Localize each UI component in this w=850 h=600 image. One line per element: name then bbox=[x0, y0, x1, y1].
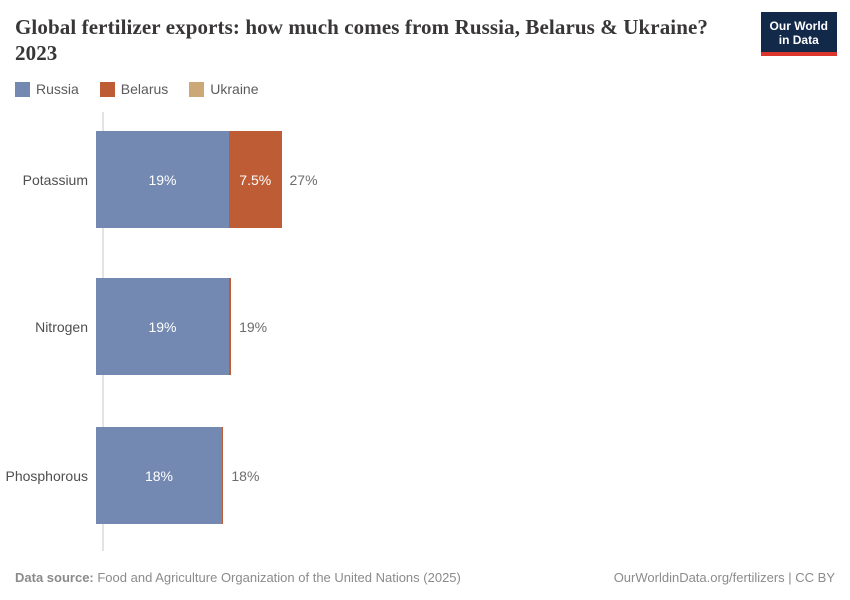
data-source-label: Data source: bbox=[15, 570, 94, 585]
category-label-potassium: Potassium bbox=[22, 171, 88, 188]
category-label-phosphorous: Phosphorous bbox=[5, 467, 88, 484]
legend-item-belarus[interactable]: Belarus bbox=[99, 81, 169, 97]
bar-row-phosphorous: Phosphorous 18% 18% bbox=[0, 427, 850, 524]
bar-segment-russia[interactable]: 19% bbox=[96, 278, 229, 375]
legend-label-ukraine: Ukraine bbox=[210, 81, 259, 97]
bar-value-label: 19% bbox=[148, 171, 177, 188]
legend-label-belarus: Belarus bbox=[120, 81, 169, 97]
chart-title: Global fertilizer exports: how much come… bbox=[15, 15, 709, 66]
bar-segment-russia[interactable]: 18% bbox=[96, 427, 222, 524]
bar-value-label: 18% bbox=[144, 467, 174, 484]
owid-logo-line1: Our World bbox=[769, 19, 828, 33]
owid-logo-line2: in Data bbox=[778, 33, 819, 47]
total-label-nitrogen: 19% bbox=[239, 318, 268, 335]
legend-item-ukraine[interactable]: Ukraine bbox=[189, 81, 259, 97]
legend-item-russia[interactable]: Russia bbox=[15, 81, 79, 97]
bar-row-nitrogen: Nitrogen 19% 19% bbox=[0, 278, 850, 375]
owid-logo[interactable]: Our World in Data bbox=[760, 12, 837, 56]
legend-swatch-russia-icon bbox=[15, 81, 30, 97]
bar-chart: Potassium 19% 7.5% 27% Nitrogen 19% bbox=[0, 112, 850, 552]
footer: Data source: Food and Agriculture Organi… bbox=[15, 570, 835, 585]
bar-segment-belarus[interactable] bbox=[222, 427, 224, 524]
bar-stack-phosphorous: 18% 18% bbox=[96, 427, 259, 524]
bar-value-label: 7.5% bbox=[239, 171, 272, 188]
data-source: Data source: Food and Agriculture Organi… bbox=[15, 570, 461, 585]
category-label-nitrogen: Nitrogen bbox=[35, 318, 88, 335]
legend-swatch-belarus-icon bbox=[99, 81, 115, 97]
legend-swatch-ukraine-icon bbox=[189, 81, 205, 97]
data-source-text: Food and Agriculture Organization of the… bbox=[93, 570, 461, 585]
legend-label-russia: Russia bbox=[36, 81, 79, 97]
chart-legend: Russia Belarus Ukraine bbox=[15, 81, 259, 97]
bar-segment-belarus[interactable]: 7.5% bbox=[229, 131, 282, 228]
bar-stack-nitrogen: 19% 19% bbox=[96, 278, 267, 375]
bar-segment-russia[interactable]: 19% bbox=[96, 131, 229, 228]
total-label-potassium: 27% bbox=[289, 171, 318, 188]
bar-segment-belarus[interactable] bbox=[229, 278, 232, 375]
total-label-phosphorous: 18% bbox=[231, 467, 260, 484]
bar-stack-potassium: 19% 7.5% 27% bbox=[96, 131, 318, 228]
bar-row-potassium: Potassium 19% 7.5% 27% bbox=[0, 131, 850, 228]
bar-value-label: 19% bbox=[148, 318, 177, 335]
credit-link[interactable]: OurWorldinData.org/fertilizers | CC BY bbox=[613, 570, 835, 585]
